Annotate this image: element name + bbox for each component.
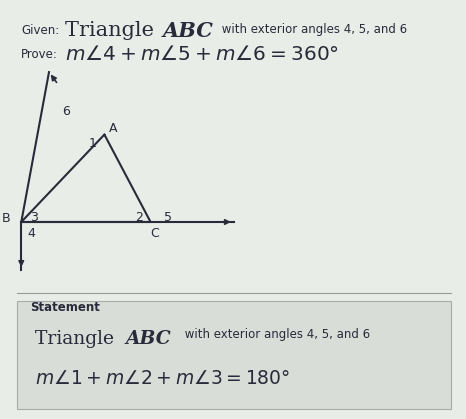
Text: Given:: Given:: [21, 24, 60, 37]
Text: 2: 2: [135, 211, 143, 224]
Text: 6: 6: [62, 105, 70, 118]
Text: A: A: [109, 122, 117, 135]
FancyBboxPatch shape: [17, 301, 451, 409]
Text: Prove:: Prove:: [21, 49, 58, 62]
Text: C: C: [150, 227, 158, 240]
Text: Statement: Statement: [30, 301, 100, 314]
Text: $m\angle 1 + m\angle 2 + m\angle 3 = 180°$: $m\angle 1 + m\angle 2 + m\angle 3 = 180…: [35, 370, 290, 388]
Text: 5: 5: [164, 211, 172, 224]
Text: $m\angle 4 + m\angle 5 + m\angle 6 = 360°$: $m\angle 4 + m\angle 5 + m\angle 6 = 360…: [65, 45, 339, 64]
Text: ABC: ABC: [162, 21, 213, 41]
Text: ABC: ABC: [125, 330, 171, 348]
Text: with exterior angles 4, 5, and 6: with exterior angles 4, 5, and 6: [181, 328, 370, 341]
Text: with exterior angles 4, 5, and 6: with exterior angles 4, 5, and 6: [218, 23, 407, 36]
Text: Triangle: Triangle: [35, 330, 120, 348]
Text: B: B: [2, 212, 11, 225]
Text: Triangle: Triangle: [65, 21, 161, 40]
Text: 4: 4: [27, 227, 35, 240]
Text: 1: 1: [89, 137, 97, 150]
Text: 3: 3: [30, 211, 38, 224]
